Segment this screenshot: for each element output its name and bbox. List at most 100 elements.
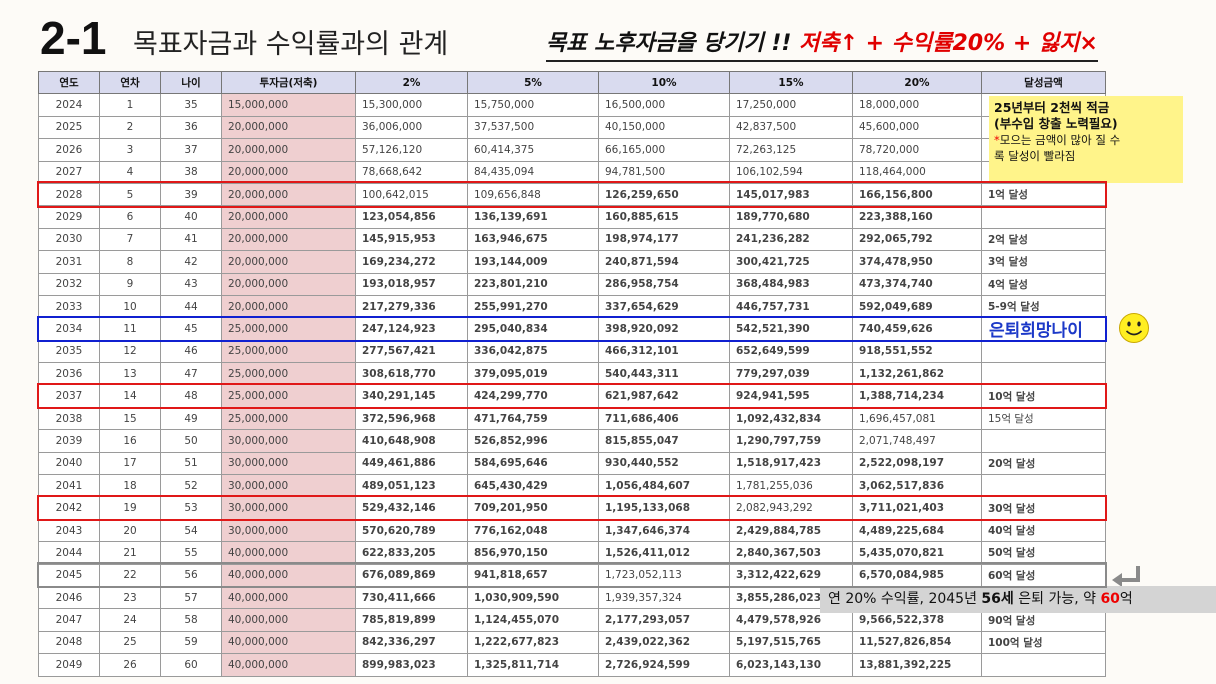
table-cell: 39 [160, 182, 222, 207]
table-cell: 1,290,797,759 [729, 429, 853, 453]
table-cell: 3,312,422,629 [729, 563, 853, 587]
table-cell: 899,983,023 [355, 653, 468, 677]
table-cell: 40,000,000 [221, 608, 356, 632]
table-row: 2025 2 36 20,000,000 36,006,000 37,537,500 40,… [38, 115, 1106, 140]
table-cell: 379,095,019 [467, 362, 599, 386]
table-cell: 59 [160, 630, 222, 655]
table-cell: 2042 [38, 496, 100, 520]
table-cell: 37 [160, 138, 222, 162]
table-cell: 30,000,000 [221, 518, 356, 543]
table-cell: 540,443,311 [598, 362, 730, 386]
table-cell: 466,312,101 [598, 339, 730, 364]
table-cell: 10억 달성 [981, 384, 1106, 408]
table-row: 2038 15 49 25,000,000 372,596,968 471,764,759… [38, 406, 1106, 431]
table-cell: 223,801,210 [467, 272, 599, 296]
table-cell: 1,696,457,081 [852, 406, 982, 431]
table-cell: 60억 달성 [981, 563, 1106, 587]
table-cell: 17,250,000 [729, 93, 853, 117]
table-cell: 4,489,225,684 [852, 518, 982, 543]
table-cell: 2,071,748,497 [852, 429, 982, 453]
table-cell: 20,000,000 [221, 272, 356, 296]
table-cell: 2026 [38, 138, 100, 162]
table-cell: 529,432,146 [355, 496, 468, 520]
table-cell: 372,596,968 [355, 406, 468, 431]
table-row: 2030 7 41 20,000,000 145,915,953 163,946,675 1… [38, 227, 1106, 252]
table-cell: 78,668,642 [355, 160, 468, 184]
table-cell: 56 [160, 563, 222, 587]
table-cell: 6 [99, 205, 161, 229]
table-cell: 9 [99, 272, 161, 296]
table-cell: 1,781,255,036 [729, 474, 853, 498]
table-cell: 2,082,943,292 [729, 496, 853, 520]
table-cell: 592,049,689 [852, 294, 982, 319]
table-row: 2040 17 51 30,000,000 449,461,886 584,695,646… [38, 451, 1106, 476]
table-cell: 255,991,270 [467, 294, 599, 319]
table-cell: 1,124,455,070 [467, 608, 599, 632]
table-row: 2032 9 43 20,000,000 193,018,957 223,801,210 2… [38, 272, 1106, 296]
table-cell: 8 [99, 250, 161, 274]
table-cell: 15 [99, 406, 161, 431]
table-cell: 36,006,000 [355, 115, 468, 140]
table-cell: 1 [99, 93, 161, 117]
column-header: 20% [852, 70, 982, 95]
table-cell: 20 [99, 518, 161, 543]
table-cell: 300,421,725 [729, 250, 853, 274]
table-cell: 776,162,048 [467, 518, 599, 543]
table-cell: 15,300,000 [355, 93, 468, 117]
table-cell: 1억 달성 [981, 182, 1106, 207]
table-cell: 3,711,021,403 [852, 496, 982, 520]
table-cell: 48 [160, 384, 222, 408]
table-cell: 42 [160, 250, 222, 274]
table-cell: 55 [160, 541, 222, 565]
table-cell: 2 [99, 115, 161, 140]
table-row: 2029 6 40 20,000,000 123,054,856 136,139,691 1… [38, 205, 1106, 229]
table-row: 2047 24 58 40,000,000 785,819,899 1,124,455,0… [38, 608, 1106, 632]
table-cell: 2039 [38, 429, 100, 453]
table-cell: 3 [99, 138, 161, 162]
table-cell: 12 [99, 339, 161, 364]
table-cell: 930,440,552 [598, 451, 730, 476]
table-row: 2031 8 42 20,000,000 169,234,272 193,144,009 2… [38, 250, 1106, 274]
table-cell: 711,686,406 [598, 406, 730, 431]
table-cell: 40,000,000 [221, 541, 356, 565]
table-cell: 160,885,615 [598, 205, 730, 229]
sticky-line-1: 25년부터 2천씩 적금 [994, 100, 1110, 115]
table-cell: 1,939,357,324 [598, 585, 730, 610]
table-cell: 1,092,432,834 [729, 406, 853, 431]
table-cell: 40,150,000 [598, 115, 730, 140]
slogan-part-2: 저축↑ + 수익률20% + 잃지× [799, 31, 1098, 56]
table-cell: 14 [99, 384, 161, 408]
table-cell: 20억 달성 [981, 451, 1106, 476]
table-cell: 84,435,094 [467, 160, 599, 184]
table-cell: 652,649,599 [729, 339, 853, 364]
table-cell: 5-9억 달성 [981, 294, 1106, 319]
table-cell: 3,062,517,836 [852, 474, 982, 498]
table-cell: 106,102,594 [729, 160, 853, 184]
table-cell: 2034 [38, 317, 100, 341]
table-cell: 1,056,484,607 [598, 474, 730, 498]
table-cell: 10 [99, 294, 161, 319]
table-cell: 337,654,629 [598, 294, 730, 319]
table-cell: 2,522,098,197 [852, 451, 982, 476]
table-cell [981, 317, 1106, 341]
column-header: 투자금(저축) [221, 70, 356, 95]
table-cell: 21 [99, 541, 161, 565]
column-header: 나이 [160, 70, 222, 95]
table-cell: 1,222,677,823 [467, 630, 599, 655]
table-cell: 241,236,282 [729, 227, 853, 252]
table-row: 2045 22 56 40,000,000 676,089,869 941,818,657… [38, 563, 1106, 587]
table-cell: 40,000,000 [221, 653, 356, 677]
table-cell: 50억 달성 [981, 541, 1106, 565]
table-cell: 1,195,133,068 [598, 496, 730, 520]
table-cell: 5,435,070,821 [852, 541, 982, 565]
table-cell: 44 [160, 294, 222, 319]
table-cell: 126,259,650 [598, 182, 730, 207]
table-cell: 166,156,800 [852, 182, 982, 207]
table-cell: 6,570,084,985 [852, 563, 982, 587]
table-cell: 94,781,500 [598, 160, 730, 184]
table-cell: 23 [99, 585, 161, 610]
callout-amount: 60 [1100, 591, 1120, 607]
sticky-line-2: (부수입 창출 노력필요) [994, 116, 1118, 131]
table-cell: 856,970,150 [467, 541, 599, 565]
table-cell: 136,139,691 [467, 205, 599, 229]
